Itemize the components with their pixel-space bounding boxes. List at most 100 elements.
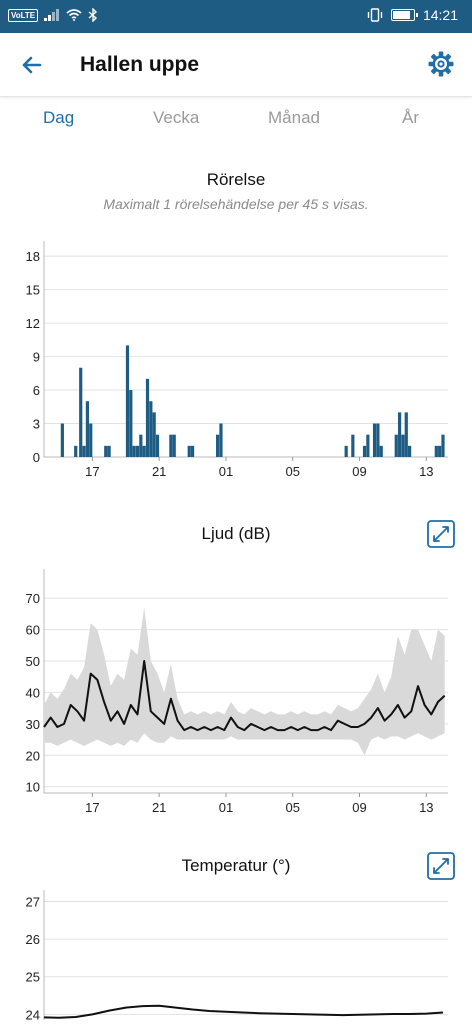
- status-left: VoLTE: [8, 8, 98, 22]
- bar: [401, 434, 405, 457]
- y-tick-label: 40: [26, 685, 40, 700]
- tab-vecka[interactable]: Vecka: [153, 108, 200, 127]
- x-tick-label: 05: [286, 800, 300, 815]
- bar: [79, 367, 83, 457]
- y-tick-label: 0: [33, 450, 40, 465]
- y-tick-label: 6: [33, 383, 40, 398]
- arrow-left-icon[interactable]: [18, 51, 46, 79]
- bar: [129, 390, 133, 457]
- bar: [397, 412, 402, 457]
- bar: [85, 401, 90, 457]
- y-tick-label: 70: [26, 591, 40, 606]
- bar: [362, 445, 367, 457]
- bar: [408, 445, 412, 457]
- y-tick-label: 24: [26, 1007, 40, 1022]
- motion-chart: 0 3 6 9 12 15 18 17 21 01 05 09 13: [26, 241, 448, 479]
- bar: [125, 345, 130, 457]
- battery-level: [392, 11, 411, 19]
- bar: [404, 412, 408, 457]
- x-tick-label: 09: [352, 464, 366, 479]
- bar: [344, 445, 348, 457]
- y-tick-label: 9: [33, 350, 40, 365]
- bar: [107, 445, 111, 457]
- y-tick-label: 15: [26, 283, 40, 298]
- bar: [372, 423, 377, 457]
- app-bar: Hallen uppe: [0, 33, 472, 97]
- bar: [169, 434, 173, 457]
- x-tick-label: 21: [152, 464, 166, 479]
- page-title: Hallen uppe: [80, 53, 200, 76]
- sound-chart-title: Ljud (dB): [201, 524, 271, 543]
- y-tick-label: 25: [26, 970, 40, 985]
- x-tick-label: 17: [85, 800, 99, 815]
- status-bar: VoLTE 14:21: [0, 0, 472, 33]
- y-tick-label: 30: [26, 717, 40, 732]
- bar: [135, 445, 140, 457]
- x-tick-label: 21: [152, 800, 166, 815]
- bar: [379, 445, 383, 457]
- series-line: [43, 1004, 444, 1019]
- bar: [139, 434, 143, 457]
- expand-icon[interactable]: [427, 520, 455, 548]
- bar: [155, 434, 160, 457]
- status-right: 14:21: [367, 7, 458, 23]
- y-tick-label: 27: [26, 895, 40, 910]
- bar: [152, 412, 156, 457]
- gear-icon[interactable]: [426, 49, 456, 79]
- bar: [172, 434, 176, 457]
- x-tick-label: 01: [219, 800, 233, 815]
- y-tick-label: 50: [26, 654, 40, 669]
- tab-manad[interactable]: Månad: [268, 108, 320, 127]
- y-tick-label: 60: [26, 623, 40, 638]
- bar: [394, 434, 398, 457]
- bar: [74, 445, 78, 457]
- x-tick-label: 01: [219, 464, 233, 479]
- motion-chart-title: Rörelse: [206, 170, 266, 189]
- bar: [441, 434, 445, 457]
- bluetooth-icon: [88, 8, 98, 22]
- motion-chart-subtitle: Maximalt 1 rörelsehändelse per 45 s visa…: [103, 196, 369, 212]
- bar: [438, 445, 442, 457]
- bar: [60, 423, 64, 457]
- bar: [187, 445, 191, 457]
- bar: [89, 423, 93, 457]
- bar: [434, 445, 438, 457]
- sound-chart: 10 20 30 40 50 60 70 17 21 01 05 09 13: [26, 569, 448, 815]
- bar: [132, 445, 136, 457]
- x-tick-label: 13: [419, 464, 433, 479]
- temperature-chart-title: Temperatur (°): [181, 856, 291, 875]
- signal-icon: [44, 9, 60, 21]
- wifi-icon: [66, 9, 82, 21]
- battery-icon: [390, 9, 418, 21]
- expand-icon[interactable]: [427, 852, 455, 880]
- vibrate-icon: [367, 8, 383, 22]
- tab-dag[interactable]: Dag: [43, 108, 75, 127]
- bar: [216, 434, 220, 457]
- y-tick-label: 3: [33, 417, 40, 432]
- bar: [219, 423, 223, 457]
- period-tabs: Dag Vecka Månad År: [0, 108, 472, 142]
- y-tick-label: 26: [26, 932, 40, 947]
- bar: [351, 434, 355, 457]
- x-tick-label: 05: [286, 464, 300, 479]
- tab-ar[interactable]: År: [402, 108, 419, 127]
- x-tick-label: 17: [85, 464, 99, 479]
- status-time: 14:21: [422, 7, 458, 23]
- x-tick-label: 09: [352, 800, 366, 815]
- bar: [149, 401, 153, 457]
- bar: [190, 445, 195, 457]
- bar: [145, 378, 150, 457]
- y-tick-label: 18: [26, 249, 40, 264]
- volte-badge: VoLTE: [8, 8, 39, 22]
- series-line: [43, 660, 446, 732]
- bar: [366, 434, 370, 457]
- y-tick-label: 10: [26, 780, 40, 795]
- y-tick-label: 20: [26, 748, 40, 763]
- x-tick-label: 13: [419, 800, 433, 815]
- bar: [142, 445, 146, 457]
- min-max-band: [44, 607, 445, 756]
- temperature-chart: 24 25 26 27: [26, 890, 448, 1022]
- bar: [104, 445, 108, 457]
- y-tick-label: 12: [26, 316, 40, 331]
- bar: [376, 423, 380, 457]
